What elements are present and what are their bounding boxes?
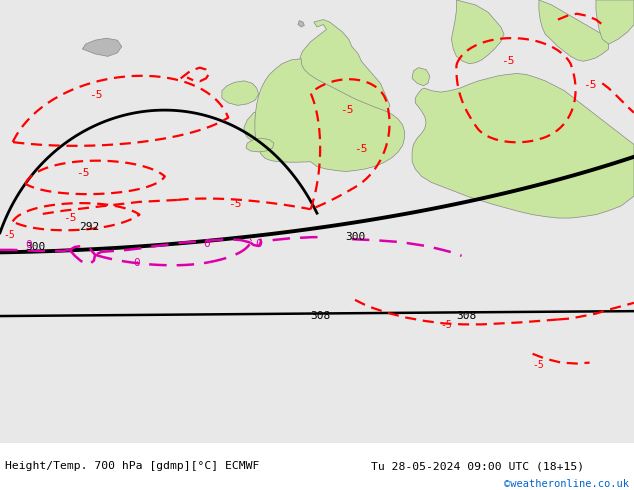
Text: 0: 0 — [25, 241, 32, 250]
Polygon shape — [244, 110, 285, 145]
Polygon shape — [596, 0, 634, 44]
Text: Tu 28-05-2024 09:00 UTC (18+15): Tu 28-05-2024 09:00 UTC (18+15) — [371, 462, 584, 471]
Polygon shape — [412, 74, 634, 218]
Polygon shape — [299, 20, 390, 157]
Text: ©weatheronline.co.uk: ©weatheronline.co.uk — [504, 479, 629, 489]
Polygon shape — [82, 38, 122, 56]
Text: 0: 0 — [255, 240, 262, 249]
Polygon shape — [451, 0, 504, 64]
Text: -5: -5 — [63, 214, 77, 223]
Text: -5: -5 — [76, 169, 89, 178]
Text: -5: -5 — [501, 56, 514, 66]
Polygon shape — [255, 59, 404, 172]
Text: Height/Temp. 700 hPa [gdmp][°C] ECMWF: Height/Temp. 700 hPa [gdmp][°C] ECMWF — [5, 462, 259, 471]
Text: 300: 300 — [346, 232, 366, 242]
Text: 292: 292 — [79, 222, 100, 232]
Text: 0: 0 — [203, 240, 210, 249]
Polygon shape — [222, 81, 259, 105]
Text: 0: 0 — [133, 258, 140, 268]
Text: -5: -5 — [533, 361, 545, 370]
Polygon shape — [412, 68, 430, 86]
Text: 308: 308 — [311, 312, 331, 321]
FancyBboxPatch shape — [0, 443, 634, 490]
Text: -5: -5 — [228, 199, 242, 209]
Text: 300: 300 — [25, 242, 46, 252]
Text: -5: -5 — [583, 80, 597, 90]
Polygon shape — [246, 138, 274, 152]
Text: -5: -5 — [89, 90, 102, 100]
Polygon shape — [298, 21, 304, 27]
Text: -5: -5 — [3, 230, 15, 240]
Text: -5: -5 — [441, 320, 453, 330]
Text: 308: 308 — [456, 311, 477, 320]
Text: -5: -5 — [340, 105, 353, 115]
Polygon shape — [539, 0, 609, 61]
Text: -5: -5 — [354, 144, 367, 154]
